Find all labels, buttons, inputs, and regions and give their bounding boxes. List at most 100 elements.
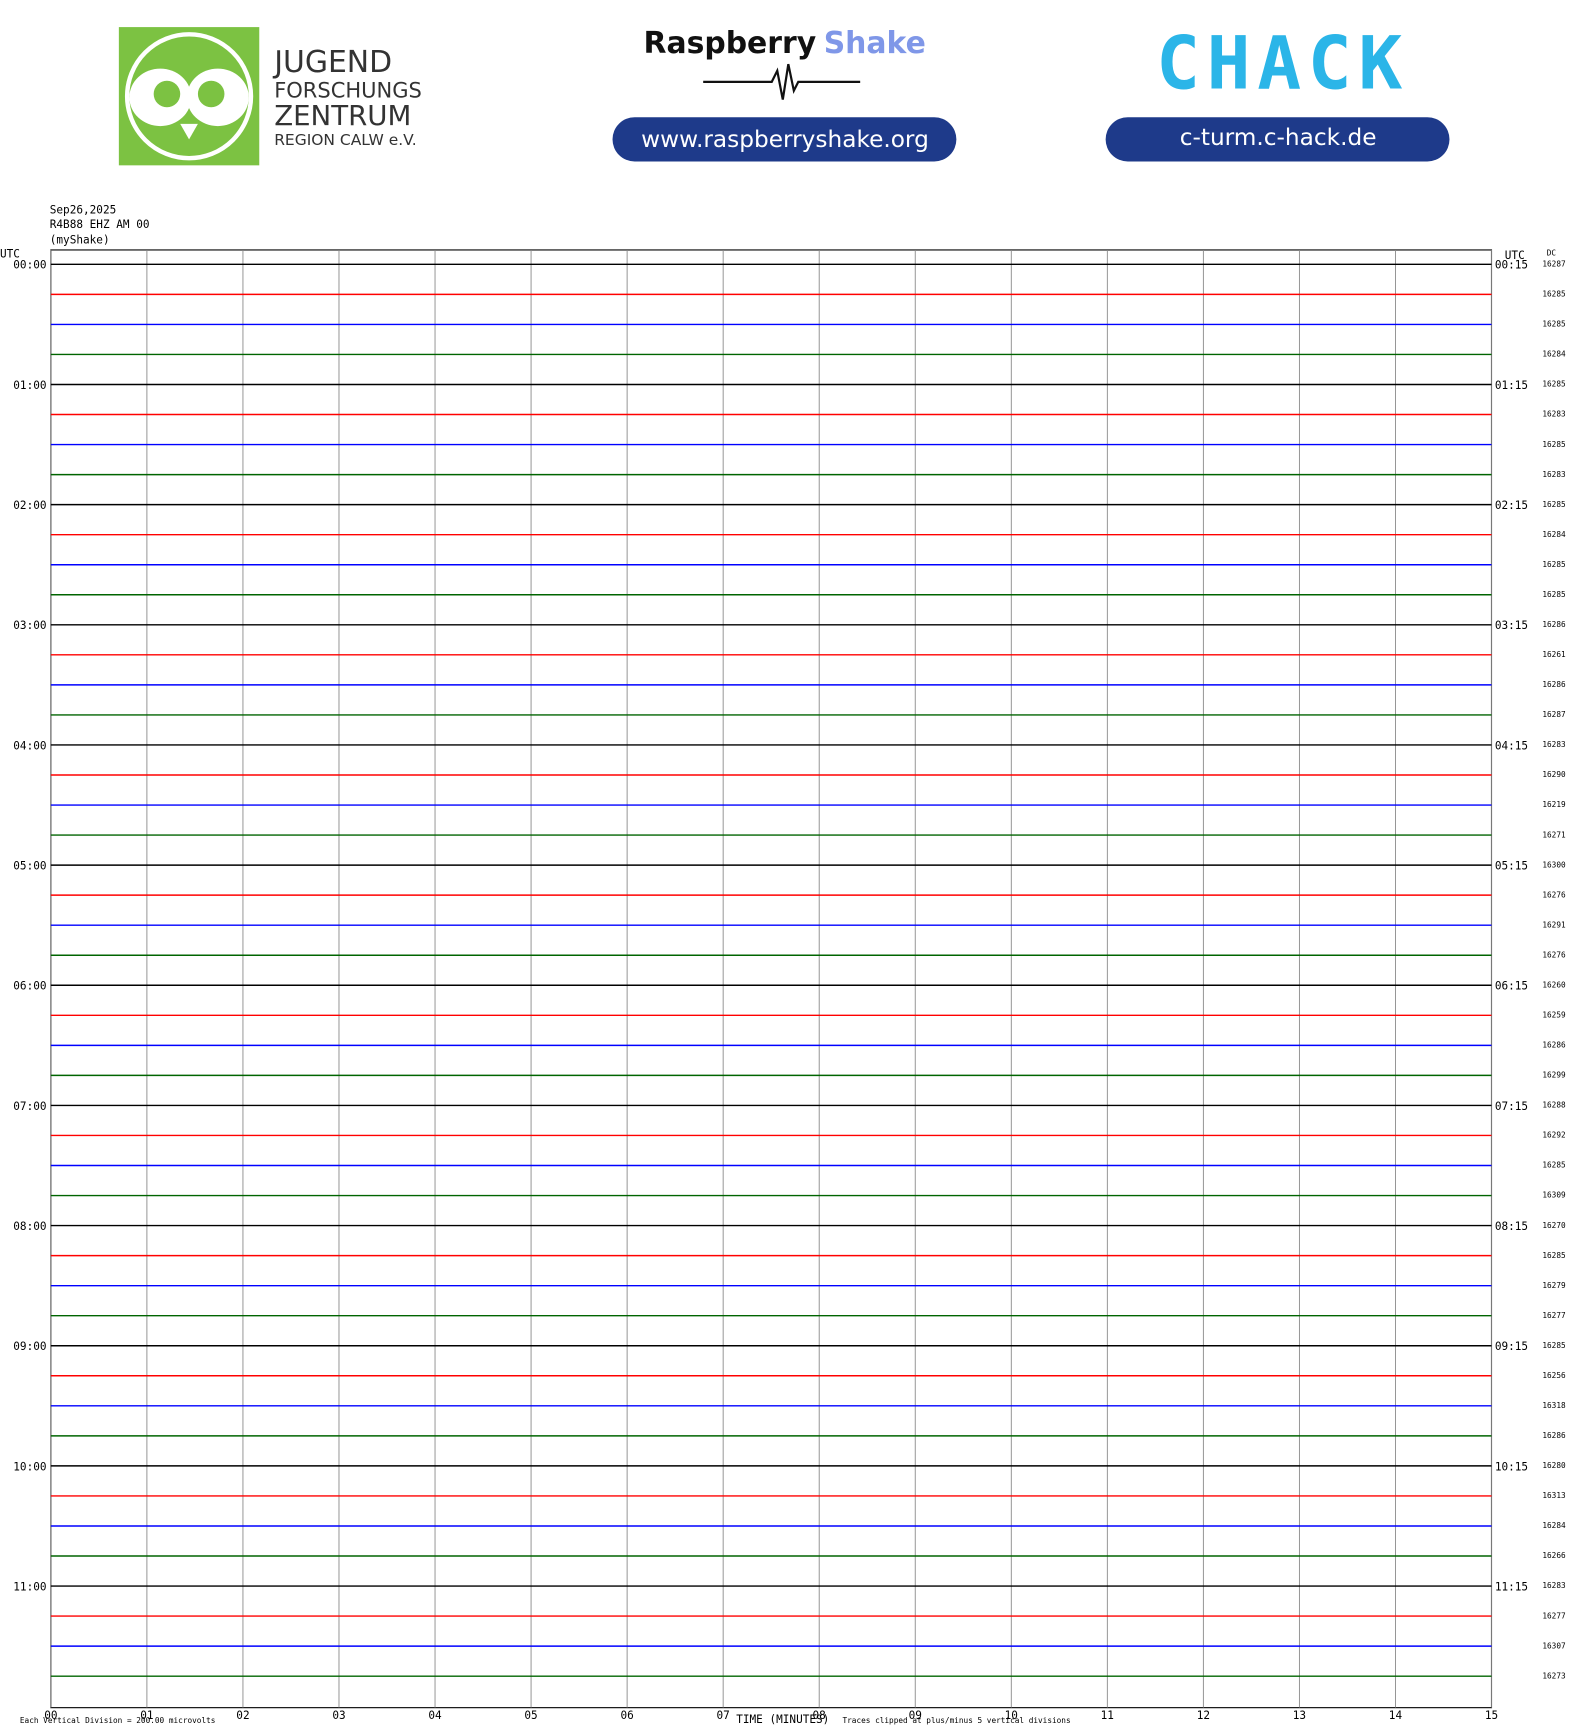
plot-frame bbox=[50, 249, 1493, 1709]
dc-value: 16292 bbox=[1542, 1131, 1565, 1140]
dc-value: 16286 bbox=[1542, 1431, 1566, 1440]
dc-value: 16271 bbox=[1542, 830, 1566, 839]
dc-value: 16284 bbox=[1542, 530, 1566, 539]
hour-label-right: 06:15 bbox=[1495, 980, 1528, 993]
jfz-logo bbox=[118, 27, 260, 166]
rs-icon bbox=[703, 63, 861, 100]
dc-value: 16285 bbox=[1542, 1341, 1566, 1350]
dc-value: 16299 bbox=[1542, 1071, 1566, 1080]
x-tick-label: 02 bbox=[236, 1709, 249, 1722]
dc-value: 16284 bbox=[1542, 350, 1566, 359]
x-tick-label: 04 bbox=[428, 1709, 442, 1722]
dc-value: 16286 bbox=[1542, 680, 1566, 689]
hour-label-left: 09:00 bbox=[13, 1340, 46, 1353]
hour-label-right: 04:15 bbox=[1495, 739, 1528, 752]
dc-value: 16318 bbox=[1542, 1401, 1566, 1410]
x-tick-label: 01 bbox=[140, 1709, 153, 1722]
dc-value: 16309 bbox=[1542, 1191, 1566, 1200]
hour-label-right: 03:15 bbox=[1495, 619, 1528, 632]
hour-label-right: 10:15 bbox=[1495, 1460, 1528, 1473]
dc-value: 16285 bbox=[1542, 500, 1566, 509]
dc-value: 16261 bbox=[1542, 650, 1566, 659]
dc-value: 16266 bbox=[1542, 1551, 1566, 1560]
x-tick-label: 11 bbox=[1101, 1709, 1114, 1722]
hour-label-right: 02:15 bbox=[1495, 499, 1528, 512]
x-tick-label: 07 bbox=[717, 1709, 730, 1722]
hour-label-left: 07:00 bbox=[13, 1100, 46, 1113]
dc-value: 16277 bbox=[1542, 1611, 1566, 1620]
x-tick-label: 10 bbox=[1005, 1709, 1018, 1722]
dc-value: 16285 bbox=[1542, 440, 1566, 449]
x-tick-label: 00 bbox=[44, 1709, 57, 1722]
hour-label-right: 01:15 bbox=[1495, 379, 1528, 392]
dc-value: 16291 bbox=[1542, 920, 1566, 929]
dc-value: 16283 bbox=[1542, 1581, 1566, 1590]
hour-label-left: 00:00 bbox=[13, 259, 46, 272]
dc-value: 16259 bbox=[1542, 1011, 1566, 1020]
hour-label-left: 08:00 bbox=[13, 1220, 46, 1233]
dc-value: 16270 bbox=[1542, 1221, 1566, 1230]
org-line: REGION CALW e.V. bbox=[274, 131, 416, 149]
chack-button[interactable] bbox=[1105, 117, 1450, 162]
dc-value: 16300 bbox=[1542, 860, 1566, 869]
x-tick-label: 14 bbox=[1389, 1709, 1403, 1722]
hour-label-right: 11:15 bbox=[1495, 1580, 1528, 1593]
hour-label-left: 10:00 bbox=[13, 1460, 46, 1473]
x-tick-label: 03 bbox=[332, 1709, 345, 1722]
dc-value: 16285 bbox=[1542, 1161, 1566, 1170]
dc-value: 16279 bbox=[1542, 1281, 1566, 1290]
rs-url[interactable]: www.raspberryshake.org bbox=[641, 126, 929, 153]
dc-value: 16285 bbox=[1542, 320, 1566, 329]
dc-value: 16219 bbox=[1542, 800, 1566, 809]
chack-url[interactable]: c-turm.c-hack.de bbox=[1180, 124, 1377, 151]
x-tick-label: 13 bbox=[1293, 1709, 1306, 1722]
utc-label: UTC bbox=[1505, 249, 1525, 262]
dc-value: 16260 bbox=[1542, 980, 1566, 989]
hour-label-left: 06:00 bbox=[13, 980, 46, 993]
dc-value: 16286 bbox=[1542, 1041, 1566, 1050]
x-tick-label: 08 bbox=[813, 1709, 826, 1722]
hour-label-left: 03:00 bbox=[13, 619, 46, 632]
dc-value: 16285 bbox=[1542, 380, 1566, 389]
dc-value: 16280 bbox=[1542, 1461, 1566, 1470]
rs-button[interactable] bbox=[612, 117, 957, 162]
dc-value: 16283 bbox=[1542, 410, 1566, 419]
hour-label-right: 09:15 bbox=[1495, 1340, 1528, 1353]
org-line: FORSCHUNGS bbox=[274, 77, 422, 102]
hour-label-right: 00:15 bbox=[1495, 259, 1528, 272]
dc-value: 16313 bbox=[1542, 1491, 1566, 1500]
footer-left: Each Vertical Division = 200.00 microvol… bbox=[20, 1716, 216, 1725]
dc-value: 16284 bbox=[1542, 1521, 1566, 1530]
dc-value: 16287 bbox=[1542, 260, 1566, 269]
hour-label-left: 11:00 bbox=[13, 1580, 46, 1593]
x-axis-label: TIME (MINUTES) bbox=[736, 1713, 829, 1726]
footer-right: Traces clipped at plus/minus 5 vertical … bbox=[842, 1716, 1070, 1725]
rs-word: Shake bbox=[824, 26, 926, 61]
station: R4B88 EHZ AM 00 bbox=[50, 218, 150, 231]
hour-label-left: 02:00 bbox=[13, 499, 46, 512]
dc-value: 16283 bbox=[1542, 470, 1566, 479]
hour-label-right: 08:15 bbox=[1495, 1220, 1528, 1233]
hour-label-right: 05:15 bbox=[1495, 860, 1528, 873]
org-line: JUGEND bbox=[272, 45, 392, 80]
source: (myShake) bbox=[50, 233, 110, 246]
x-tick-label: 15 bbox=[1485, 1709, 1498, 1722]
dc-value: 16273 bbox=[1542, 1671, 1566, 1680]
org-line: ZENTRUM bbox=[274, 99, 411, 132]
dc-value: 16286 bbox=[1542, 620, 1566, 629]
dc-value: 16287 bbox=[1542, 710, 1566, 719]
hour-label-right: 07:15 bbox=[1495, 1100, 1528, 1113]
dc-value: 16285 bbox=[1542, 590, 1566, 599]
dc-value: 16276 bbox=[1542, 950, 1566, 959]
utc-label: UTC bbox=[0, 248, 20, 261]
date: Sep26,2025 bbox=[50, 203, 117, 216]
dc-value: 16283 bbox=[1542, 740, 1566, 749]
hour-label-left: 04:00 bbox=[13, 739, 46, 752]
x-tick-label: 09 bbox=[909, 1709, 922, 1722]
chack-logo: CHACK bbox=[1156, 21, 1409, 106]
dc-value: 16285 bbox=[1542, 290, 1566, 299]
dc-label: DC bbox=[1547, 248, 1557, 257]
dc-value: 16285 bbox=[1542, 560, 1566, 569]
hour-label-left: 01:00 bbox=[13, 379, 46, 392]
